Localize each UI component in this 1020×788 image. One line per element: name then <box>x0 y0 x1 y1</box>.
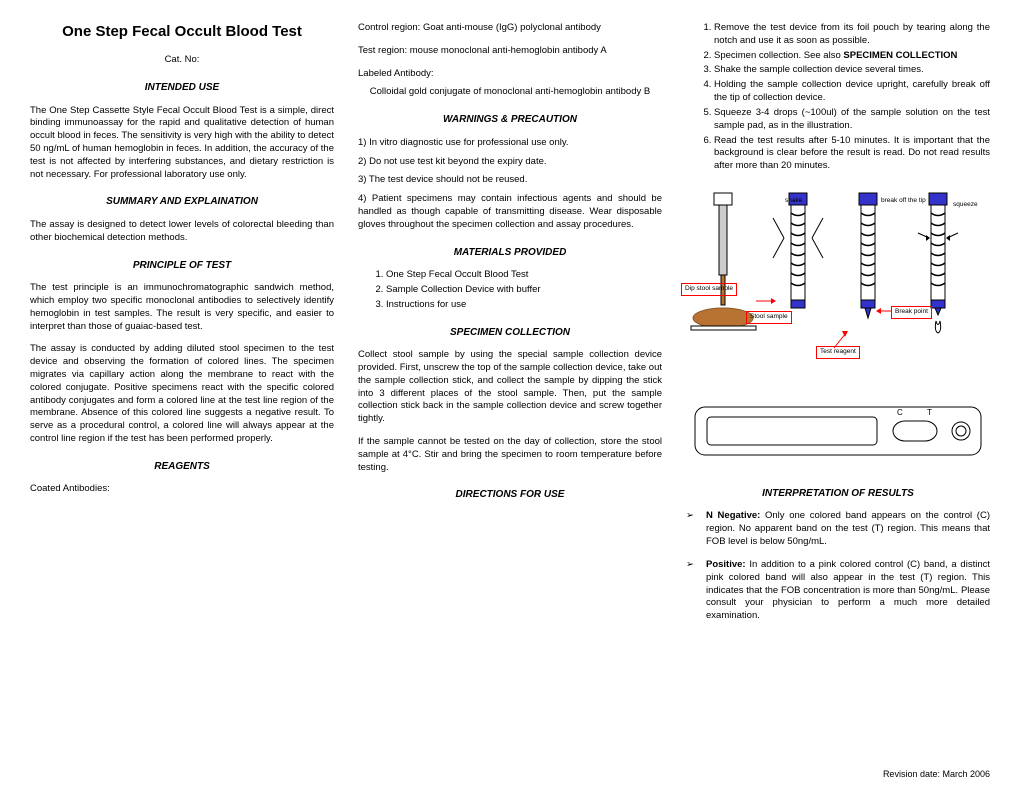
svg-text:C: C <box>897 408 903 417</box>
label-stool: Stool sample <box>746 311 792 324</box>
label-reagent: Test reagent <box>816 346 860 359</box>
para-intended: The One Step Cassette Style Fecal Occult… <box>30 105 334 182</box>
direction-3: Shake the sample collection device sever… <box>714 64 990 77</box>
label-squeeze: squeeze <box>953 201 978 210</box>
cassette-diagram: C T <box>693 403 983 473</box>
para-principle-1: The test principle is an immunochromatog… <box>30 282 334 333</box>
collection-diagram: Dip stool sample shake break off the tip… <box>686 183 990 383</box>
para-reagents: Coated Antibodies: <box>30 483 334 496</box>
positive-label: Positive: <box>706 559 746 570</box>
svg-text:T: T <box>927 408 932 417</box>
para-specimen-1: Collect stool sample by using the specia… <box>358 349 662 426</box>
label-shake: shake <box>785 197 802 206</box>
para-control-region: Control region: Goat anti-mouse (IgG) po… <box>358 22 662 35</box>
direction-2-text: Specimen collection. See also <box>714 50 843 61</box>
warning-4: 4) Patient specimens may contain infecti… <box>358 193 662 231</box>
direction-4: Holding the sample collection device upr… <box>714 79 990 105</box>
para-specimen-2: If the sample cannot be tested on the da… <box>358 436 662 474</box>
heading-reagents: REAGENTS <box>30 460 334 474</box>
label-dip: Dip stool sample <box>681 283 737 296</box>
warning-2: 2) Do not use test kit beyond the expiry… <box>358 156 662 169</box>
direction-1: Remove the test device from its foil pou… <box>714 22 990 48</box>
para-summary: The assay is designed to detect lower le… <box>30 219 334 245</box>
negative-label: N Negative: <box>706 510 760 521</box>
materials-list: One Step Fecal Occult Blood Test Sample … <box>358 269 662 311</box>
positive-text: In addition to a pink colored control (C… <box>706 559 990 621</box>
warning-3: 3) The test device should not be reused. <box>358 174 662 187</box>
material-3: Instructions for use <box>386 299 662 312</box>
direction-2: Specimen collection. See also SPECIMEN C… <box>714 50 990 63</box>
heading-materials: MATERIALS PROVIDED <box>358 246 662 260</box>
material-2: Sample Collection Device with buffer <box>386 284 662 297</box>
column-3: Remove the test device from its foil pou… <box>686 22 990 752</box>
result-negative: N Negative: Only one colored band appear… <box>686 510 990 548</box>
revision-date: Revision date: March 2006 <box>883 768 990 780</box>
heading-intended-use: INTENDED USE <box>30 81 334 95</box>
heading-summary: SUMMARY AND EXPLAINATION <box>30 195 334 209</box>
doc-title: One Step Fecal Occult Blood Test <box>30 22 334 42</box>
direction-5: Squeeze 3-4 drops (~100ul) of the sample… <box>714 107 990 133</box>
cassette-svg: C T <box>693 403 983 459</box>
result-positive: Positive: In addition to a pink colored … <box>686 559 990 623</box>
para-colloidal: Colloidal gold conjugate of monoclonal a… <box>358 86 662 99</box>
label-break: break off the tip <box>881 197 926 206</box>
heading-interpretation: INTERPRETATION OF RESULTS <box>686 487 990 501</box>
directions-list: Remove the test device from its foil pou… <box>686 22 990 173</box>
para-labeled-antibody: Labeled Antibody: <box>358 68 662 81</box>
cat-number: Cat. No: <box>30 54 334 67</box>
label-breakpoint: Break point <box>891 306 932 319</box>
column-2: Control region: Goat anti-mouse (IgG) po… <box>358 22 662 752</box>
material-1: One Step Fecal Occult Blood Test <box>386 269 662 282</box>
heading-warnings: WARNINGS & PRECAUTION <box>358 113 662 127</box>
para-test-region: Test region: mouse monoclonal anti-hemog… <box>358 45 662 58</box>
interpretation-list: N Negative: Only one colored band appear… <box>686 510 990 623</box>
para-principle-2: The assay is conducted by adding diluted… <box>30 343 334 446</box>
warning-1: 1) In vitro diagnostic use for professio… <box>358 137 662 150</box>
heading-specimen: SPECIMEN COLLECTION <box>358 326 662 340</box>
direction-6: Read the test results after 5-10 minutes… <box>714 135 990 173</box>
heading-directions: DIRECTIONS FOR USE <box>358 488 662 502</box>
column-1: One Step Fecal Occult Blood Test Cat. No… <box>30 22 334 752</box>
heading-principle: PRINCIPLE OF TEST <box>30 259 334 273</box>
direction-2-bold: SPECIMEN COLLECTION <box>843 50 957 61</box>
